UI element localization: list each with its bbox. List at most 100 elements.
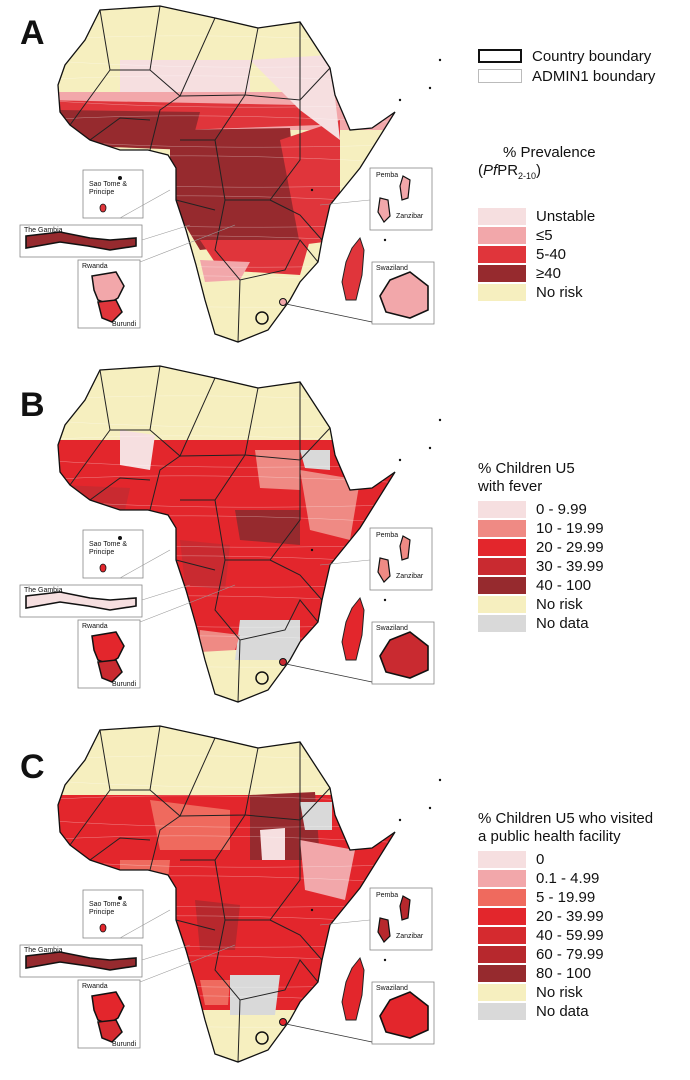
legend-label: ≤5 (536, 226, 553, 244)
inset-label: Rwanda (82, 263, 108, 270)
leader-line (141, 944, 191, 961)
country-boundary-swatch (478, 49, 522, 63)
legend-label: No risk (536, 983, 583, 1001)
inset-label: Pemba (376, 892, 398, 899)
country-border (89, 117, 151, 141)
swaziland-location (279, 658, 287, 666)
leader-line (319, 559, 371, 566)
inset-label: Zanzibar (396, 573, 424, 580)
inset-sao-tome (82, 169, 144, 219)
country-border (214, 559, 319, 641)
leader-line (141, 224, 191, 241)
legend-swatch (478, 558, 526, 575)
island-dot (438, 418, 442, 422)
swaziland-shape (379, 631, 429, 679)
island-dot (398, 98, 402, 102)
legend-item: 5 - 19.99 (478, 888, 653, 907)
legend-label: 20 - 39.99 (536, 907, 604, 925)
risk-region (200, 630, 240, 652)
risk-region (300, 450, 330, 470)
gambia-shape (25, 591, 137, 611)
swaziland-location (279, 298, 287, 306)
legend-swatch (478, 851, 526, 868)
burundi-shape (97, 1019, 123, 1043)
legend-label: 0.1 - 4.99 (536, 869, 600, 887)
country-border (299, 787, 331, 821)
inset-label: The Gambia (24, 227, 63, 234)
legend-title-c: % Children U5 who visited a public healt… (478, 810, 654, 845)
inset-label: Sao Tome & Principe (89, 901, 127, 916)
legend-label: 20 - 29.99 (536, 538, 604, 556)
legend-swatch (478, 889, 526, 906)
leader-line (139, 224, 236, 263)
gambia-shape (25, 951, 137, 971)
africa-map-c: Sao Tome & Principe The Gambia Rwanda Burund… (19, 725, 442, 1063)
country-border (214, 919, 319, 1001)
legend-item: 30 - 39.99 (478, 557, 604, 576)
legend-swatch (478, 984, 526, 1001)
risk-region (235, 510, 300, 545)
legend-b: % Children U5 with fever 0 - 9.99 10 - 19… (478, 460, 604, 633)
sao-tome-island (99, 563, 107, 573)
risk-region (200, 980, 230, 1005)
leader-line (285, 1023, 373, 1043)
leader-line (319, 919, 371, 926)
legend-item: 40 - 59.99 (478, 926, 653, 945)
leader-line (285, 303, 373, 323)
legend-item: 10 - 19.99 (478, 519, 604, 538)
inset-label: Zanzibar (396, 213, 424, 220)
principe-island (118, 896, 122, 900)
island-dot (428, 446, 432, 450)
risk-region (300, 802, 332, 830)
legend-swatch (478, 927, 526, 944)
legend-label: 5 - 19.99 (536, 888, 596, 906)
legend-swatch (478, 520, 526, 537)
inset-label: Swaziland (376, 265, 408, 272)
legend-label: 10 - 19.99 (536, 519, 604, 537)
lesotho-boundary (255, 671, 269, 685)
inset-label: Zanzibar (396, 933, 424, 940)
legend-swatch (478, 908, 526, 925)
risk-region (150, 800, 230, 850)
legend-item: 60 - 79.99 (478, 945, 653, 964)
legend-swatch (478, 265, 526, 282)
country-border (269, 559, 323, 601)
legend-items-c: 0 0.1 - 4.99 5 - 19.99 20 - 39.99 40 - 59.99… (478, 850, 653, 1021)
country-border (69, 69, 111, 126)
risk-region (230, 975, 280, 1015)
risk-region (235, 620, 300, 660)
inset-label: Rwanda (82, 983, 108, 990)
madagascar (341, 596, 365, 661)
legend-item: Unstable (478, 207, 596, 226)
risk-region (60, 110, 200, 150)
lesotho-boundary (255, 311, 269, 325)
legend-label: 0 - 9.99 (536, 500, 587, 518)
inset-label: The Gambia (24, 587, 63, 594)
legend-item: 20 - 39.99 (478, 907, 653, 926)
inset-label: Rwanda (82, 623, 108, 630)
risk-region (300, 470, 360, 540)
inset-sao-tome (82, 529, 144, 579)
legend-swatch (478, 284, 526, 301)
gambia-shape (25, 231, 137, 251)
island-dot (438, 778, 442, 782)
country-border (175, 199, 216, 211)
legend-title-a: % Prevalence (PfPR2-10) (478, 144, 596, 181)
burundi-shape (97, 299, 123, 323)
legend-item: No data (478, 1002, 653, 1021)
inset-label: The Gambia (24, 947, 63, 954)
risk-region (255, 450, 300, 490)
admin1-boundary-label: ADMIN1 boundary (532, 67, 656, 85)
legend-label: 40 - 59.99 (536, 926, 604, 944)
country-border (237, 639, 241, 703)
inset-label: Burundi (112, 681, 137, 688)
leader-line (141, 584, 191, 601)
country-border (69, 429, 111, 486)
island-dot (310, 908, 314, 912)
risk-region (120, 60, 250, 92)
leader-line (285, 663, 373, 683)
inset-label: Swaziland (376, 985, 408, 992)
country-border (99, 725, 161, 791)
panel-c: C Sao Tome & Principe The Gambia Rwanda Buru… (0, 720, 690, 1080)
legend-item: No risk (478, 283, 596, 302)
